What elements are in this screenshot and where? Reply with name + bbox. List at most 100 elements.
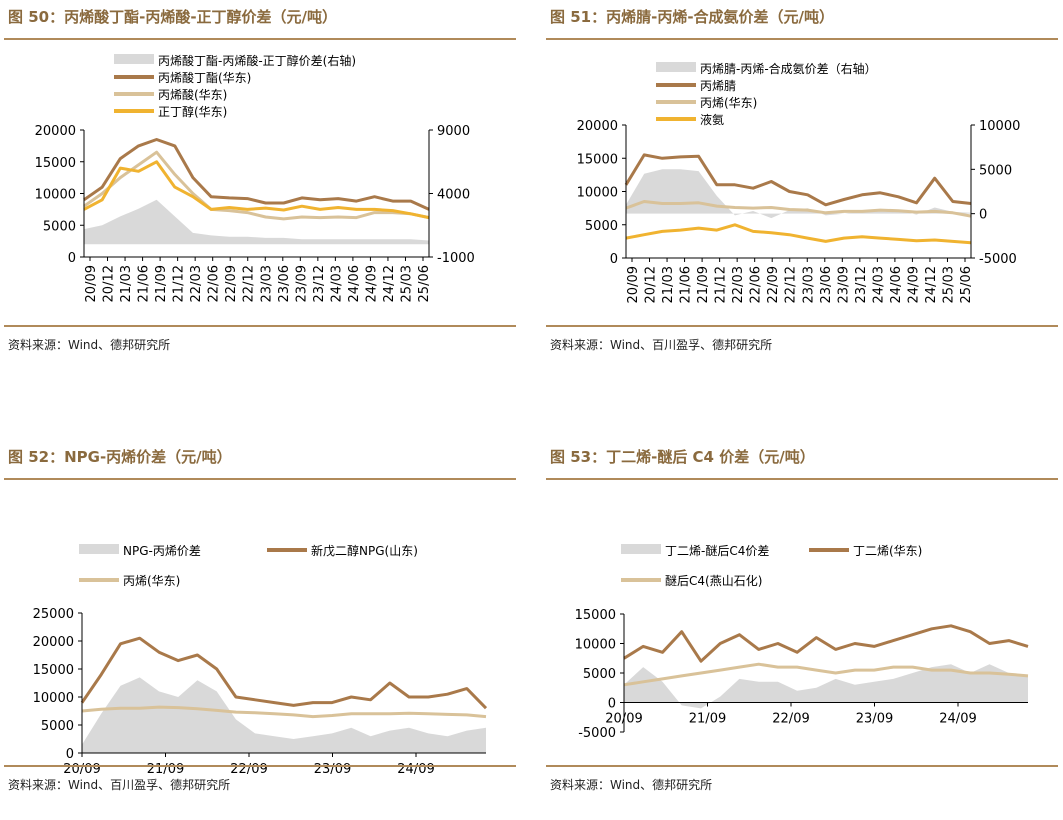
chart-c50: 0 5000 10000 15000 20000 -1000 4000 9000 20/09 20… bbox=[35, 53, 475, 302]
x-tick-label: 21/09 bbox=[154, 265, 169, 302]
x-tick-label: 22/06 bbox=[749, 266, 764, 303]
divider bbox=[4, 478, 516, 480]
x-tick-label: 22/09 bbox=[224, 265, 239, 302]
x-tick-label: 24/12 bbox=[924, 266, 939, 303]
y-tick-label: 5000 bbox=[43, 219, 76, 234]
x-tick-label: 22/09 bbox=[772, 712, 809, 727]
x-tick-label: 23/03 bbox=[259, 265, 274, 302]
y-tick-label: 10000 bbox=[35, 188, 76, 203]
x-tick-label: 24/06 bbox=[347, 265, 362, 302]
y2-tick-label: -5000 bbox=[979, 252, 1017, 267]
x-tick-label: 20/09 bbox=[626, 266, 641, 303]
legend-label: 丙烯腈 bbox=[700, 79, 736, 93]
chart-title: 图 53：丁二烯-醚后 C4 价差（元/吨） bbox=[550, 448, 815, 466]
x-tick-label: 23/06 bbox=[277, 265, 292, 302]
x-tick-label: 21/12 bbox=[172, 265, 187, 302]
y2-tick-label: 9000 bbox=[437, 124, 470, 139]
y-tick-label: 15000 bbox=[33, 663, 74, 678]
y2-tick-label: 0 bbox=[979, 208, 987, 223]
x-tick-label: 25/06 bbox=[959, 266, 974, 303]
y-tick-label: 15000 bbox=[35, 156, 76, 171]
legend-swatch bbox=[79, 544, 119, 554]
x-tick-label: 21/03 bbox=[119, 265, 134, 302]
y-tick-label: 10000 bbox=[575, 638, 616, 653]
series-area-0 bbox=[84, 199, 429, 245]
x-tick-label: 22/12 bbox=[784, 266, 799, 303]
y2-tick-label: 10000 bbox=[979, 119, 1020, 134]
y-tick-label: 20000 bbox=[33, 635, 74, 650]
y-tick-label: 15000 bbox=[577, 152, 618, 167]
y-tick-label: 5000 bbox=[41, 719, 74, 734]
y2-tick-label: 5000 bbox=[979, 163, 1012, 178]
chart-panel-52: 图 52：NPG-丙烯价差（元/吨） 0 5000 10000 15000 20000 2… bbox=[4, 440, 516, 820]
legend-label: 丙烯酸丁酯(华东) bbox=[158, 70, 251, 85]
series-line-3 bbox=[625, 223, 972, 245]
chart-panel-51: 图 51：丙烯腈-丙烯-合成氨价差（元/吨） 0 5000 10000 15000 20… bbox=[546, 0, 1058, 380]
legend-swatch bbox=[114, 54, 154, 64]
x-tick-label: 22/12 bbox=[242, 265, 257, 302]
x-tick-label: 21/12 bbox=[714, 266, 729, 303]
y2-tick-label: 4000 bbox=[437, 188, 470, 203]
series-line-2 bbox=[625, 200, 972, 218]
y-tick-label: 20000 bbox=[577, 119, 618, 134]
y-tick-label: 10000 bbox=[33, 691, 74, 706]
x-tick-label: 25/03 bbox=[941, 266, 956, 303]
y-tick-label: 10000 bbox=[577, 186, 618, 201]
divider bbox=[546, 325, 1058, 327]
y2-tick-label: -1000 bbox=[437, 251, 475, 266]
x-tick-label: 22/03 bbox=[731, 266, 746, 303]
x-tick-label: 20/12 bbox=[102, 265, 117, 302]
y-tick-label: 20000 bbox=[35, 124, 76, 139]
x-tick-label: 23/12 bbox=[854, 266, 869, 303]
chart-title: 图 50：丙烯酸丁酯-丙烯酸-正丁醇价差（元/吨） bbox=[8, 8, 338, 26]
x-tick-label: 23/12 bbox=[312, 265, 327, 302]
chart-panel-53: 图 53：丁二烯-醚后 C4 价差（元/吨） -5000 0 5000 10000 15… bbox=[546, 440, 1058, 820]
series-line-2 bbox=[81, 705, 487, 719]
y-tick-label: 15000 bbox=[575, 608, 616, 623]
x-tick-label: 21/09 bbox=[689, 712, 726, 727]
y-tick-label: 5000 bbox=[585, 219, 618, 234]
chart-title: 图 52：NPG-丙烯价差（元/吨） bbox=[8, 448, 232, 466]
series-line-3 bbox=[83, 160, 430, 220]
chart-c53: -5000 0 5000 10000 15000 20/09 21/09 22/09 23/09… bbox=[575, 544, 1029, 741]
x-tick-label: 23/09 bbox=[294, 265, 309, 302]
legend-label: 正丁醇(华东) bbox=[158, 104, 227, 119]
source-note: 资料来源：Wind、百川盈孚、德邦研究所 bbox=[550, 338, 773, 352]
x-tick-label: 24/09 bbox=[906, 266, 921, 303]
source-note: 资料来源：Wind、德邦研究所 bbox=[550, 778, 713, 792]
x-tick-label: 20/09 bbox=[84, 265, 99, 302]
divider bbox=[4, 38, 516, 40]
chart-title: 图 51：丙烯腈-丙烯-合成氨价差（元/吨） bbox=[550, 8, 835, 26]
legend-label: 丙烯(华东) bbox=[123, 574, 180, 588]
y-tick-label: 5000 bbox=[583, 667, 616, 682]
legend-label: NPG-丙烯价差 bbox=[123, 544, 201, 558]
y-tick-label: -5000 bbox=[578, 726, 616, 741]
divider bbox=[546, 38, 1058, 40]
x-tick-label: 20/09 bbox=[605, 712, 642, 727]
x-tick-label: 23/09 bbox=[856, 712, 893, 727]
source-note: 资料来源：Wind、德邦研究所 bbox=[8, 338, 171, 352]
divider bbox=[546, 765, 1058, 767]
y-tick-label: 0 bbox=[610, 252, 618, 267]
divider bbox=[546, 478, 1058, 480]
legend-swatch bbox=[621, 544, 661, 554]
x-tick-label: 23/03 bbox=[801, 266, 816, 303]
x-tick-label: 23/09 bbox=[836, 266, 851, 303]
x-tick-label: 24/09 bbox=[364, 265, 379, 302]
series-area-0 bbox=[82, 677, 486, 753]
series-line-1 bbox=[83, 138, 430, 211]
series-line-1 bbox=[623, 624, 1029, 663]
y-tick-label: 0 bbox=[68, 251, 76, 266]
x-tick-label: 24/09 bbox=[939, 712, 976, 727]
x-tick-label: 24/03 bbox=[329, 265, 344, 302]
series-line-1 bbox=[624, 153, 972, 207]
legend-label: 丙烯腈-丙烯-合成氨价差（右轴） bbox=[700, 61, 877, 76]
x-tick-label: 24/03 bbox=[871, 266, 886, 303]
x-tick-label: 25/06 bbox=[417, 265, 432, 302]
legend-label: 丁二烯-醚后C4价差 bbox=[665, 544, 769, 558]
series-line-1 bbox=[80, 636, 488, 710]
x-tick-label: 21/06 bbox=[679, 266, 694, 303]
chart-panel-50: 图 50：丙烯酸丁酯-丙烯酸-正丁醇价差（元/吨） 0 5000 10000 1500… bbox=[4, 0, 516, 380]
chart-c51: 0 5000 10000 15000 20000 -5000 0 5000 10000 20/09… bbox=[577, 61, 1021, 303]
